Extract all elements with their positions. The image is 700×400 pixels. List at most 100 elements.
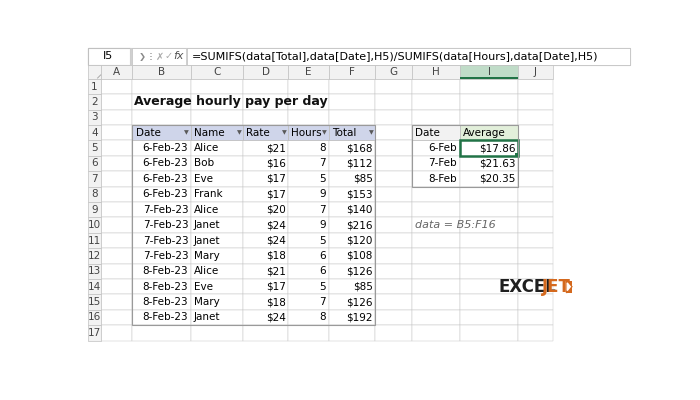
Text: 13: 13: [88, 266, 101, 276]
Text: Rate: Rate: [246, 128, 270, 138]
Bar: [328, 218, 375, 233]
Bar: [461, 279, 519, 294]
Bar: [88, 65, 102, 79]
Bar: [186, 48, 187, 65]
Text: Date: Date: [136, 128, 160, 138]
Bar: [328, 202, 375, 218]
Text: 7: 7: [320, 158, 326, 168]
Bar: [132, 264, 190, 279]
Text: C: C: [214, 67, 220, 77]
Text: 16: 16: [88, 312, 101, 322]
Bar: [244, 110, 288, 125]
Bar: [412, 294, 461, 310]
Bar: [515, 153, 519, 156]
Bar: [519, 279, 552, 294]
Bar: [244, 171, 288, 186]
Bar: [461, 325, 519, 340]
Bar: [187, 48, 630, 65]
Bar: [244, 310, 288, 325]
Bar: [412, 248, 461, 264]
Text: $192: $192: [346, 312, 372, 322]
Bar: [88, 279, 102, 294]
Bar: [328, 140, 375, 156]
Text: Alice: Alice: [194, 266, 219, 276]
Bar: [375, 156, 412, 171]
Bar: [88, 48, 130, 65]
Bar: [412, 125, 461, 140]
Text: $17: $17: [266, 282, 286, 292]
Bar: [190, 186, 244, 202]
Bar: [566, 280, 572, 293]
Bar: [288, 294, 328, 310]
Text: Frank: Frank: [194, 189, 223, 199]
Text: 5: 5: [320, 236, 326, 246]
Text: ▼: ▼: [237, 130, 241, 136]
Bar: [375, 94, 412, 110]
Bar: [244, 125, 288, 140]
Bar: [244, 79, 288, 94]
Text: F: F: [349, 67, 355, 77]
Text: $20.35: $20.35: [479, 174, 515, 184]
Bar: [102, 140, 132, 156]
Bar: [190, 140, 244, 156]
Bar: [328, 156, 375, 171]
Bar: [102, 279, 132, 294]
Bar: [190, 294, 244, 310]
Bar: [190, 248, 244, 264]
Bar: [190, 110, 244, 125]
Bar: [288, 125, 328, 140]
Bar: [88, 79, 102, 94]
Bar: [375, 248, 412, 264]
Bar: [375, 125, 412, 140]
Bar: [102, 79, 132, 94]
Text: 4: 4: [91, 128, 98, 138]
Text: 10: 10: [88, 220, 101, 230]
Text: 5: 5: [320, 174, 326, 184]
Bar: [328, 248, 375, 264]
Bar: [288, 310, 328, 325]
Text: 6-Feb-23: 6-Feb-23: [143, 143, 188, 153]
Text: ❯: ❯: [139, 52, 146, 61]
Bar: [519, 140, 552, 156]
Bar: [412, 264, 461, 279]
Text: $112: $112: [346, 158, 372, 168]
Bar: [102, 325, 132, 340]
Text: D: D: [262, 67, 270, 77]
Bar: [244, 65, 288, 79]
Text: $153: $153: [346, 189, 372, 199]
Bar: [375, 218, 412, 233]
Polygon shape: [567, 283, 570, 290]
Bar: [88, 125, 102, 140]
Text: $108: $108: [346, 251, 372, 261]
Bar: [519, 248, 552, 264]
Text: 17: 17: [88, 328, 101, 338]
Bar: [412, 94, 461, 110]
Text: 14: 14: [88, 282, 101, 292]
Text: 6: 6: [320, 251, 326, 261]
Text: 8-Feb-23: 8-Feb-23: [143, 312, 188, 322]
Text: I: I: [488, 67, 491, 77]
Text: 8: 8: [91, 189, 98, 199]
Bar: [132, 125, 190, 140]
Text: 1: 1: [91, 82, 98, 92]
Text: $24: $24: [266, 312, 286, 322]
Bar: [132, 202, 190, 218]
Bar: [244, 140, 288, 156]
Bar: [102, 171, 132, 186]
Bar: [328, 294, 375, 310]
Bar: [328, 94, 375, 110]
Bar: [412, 186, 461, 202]
Bar: [102, 202, 132, 218]
Bar: [132, 156, 190, 171]
Bar: [88, 218, 102, 233]
Text: Eve: Eve: [194, 174, 213, 184]
Text: Average hourly pay per day: Average hourly pay per day: [134, 95, 328, 108]
Bar: [375, 279, 412, 294]
Bar: [288, 248, 328, 264]
Bar: [519, 156, 552, 171]
Text: 9: 9: [91, 205, 98, 215]
Text: 3: 3: [91, 112, 98, 122]
Bar: [132, 248, 190, 264]
Text: $85: $85: [353, 282, 372, 292]
Text: $21: $21: [266, 143, 286, 153]
